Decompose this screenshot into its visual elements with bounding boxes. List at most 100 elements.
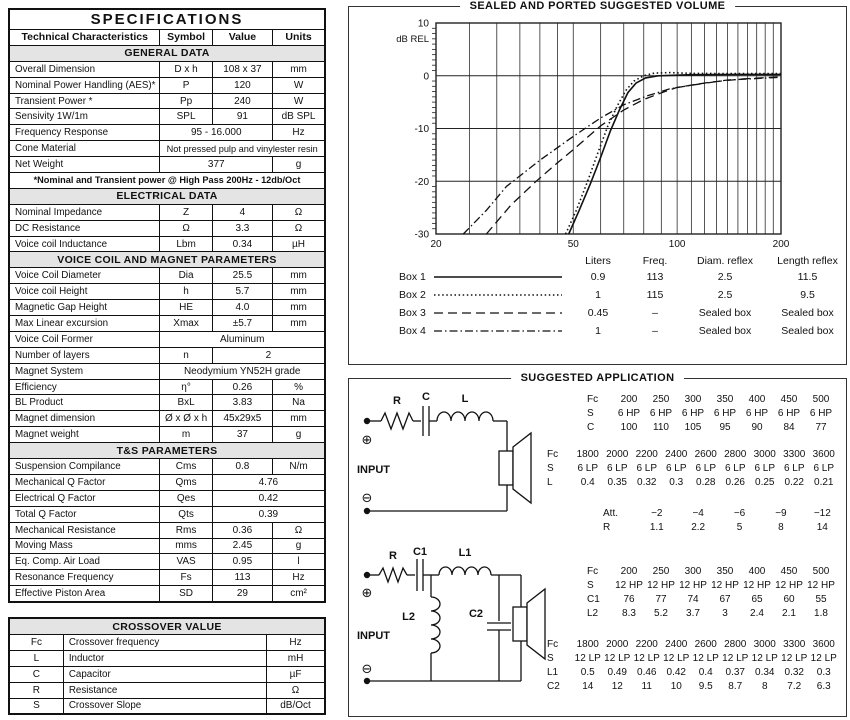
spec-cell: mm (272, 283, 326, 301)
spec-cell: 0.26 (211, 378, 274, 396)
spec-cell: Voice Coil Former (8, 330, 161, 348)
spec-cell: dB/Oct (266, 697, 326, 715)
spec-cell: mH (266, 649, 326, 667)
freq-row-header: Fc (587, 566, 599, 577)
freq-cell: 300 (684, 394, 702, 405)
freq-cell: 250 (652, 566, 670, 577)
legend-value: 1 (595, 325, 601, 337)
freq-table-row: Att. −2 −4 −6 −9 −12 (603, 507, 843, 521)
minus-symbol: ⊖ (362, 490, 373, 505)
circuit-6db: R C L ⊕ ⊖ INPUT (357, 391, 532, 515)
series-box-2 (564, 71, 781, 235)
freq-cell: 2400 (665, 449, 688, 460)
inductor-icon (436, 411, 494, 422)
legend-header: Length reflex (777, 254, 838, 267)
freq-cell: 8 (778, 522, 784, 533)
legend-value: Sealed box (698, 307, 752, 319)
freq-cell: 2200 (635, 449, 658, 460)
minus-symbol: ⊖ (362, 661, 373, 676)
spec-cell: Magnet System (8, 362, 161, 380)
spec-cell: mm (272, 299, 326, 317)
column-header: Units (272, 29, 326, 46)
circuit-12db: R C1 L1 L2 C2 ⊕ ⊖ INPUT (357, 546, 546, 685)
spec-cell: Dia (159, 267, 213, 285)
spec-cell: Cone Material (8, 140, 161, 158)
specifications-table: SPECIFICATIONS Technical Characteristics S… (8, 8, 326, 604)
freq-row-header: L2 (587, 608, 599, 619)
freq-cell: 400 (748, 566, 766, 577)
freq-cell: 6 HP (777, 408, 801, 419)
x-tick-label: 20 (430, 239, 442, 250)
legend-series-name: Box 4 (399, 325, 426, 337)
freq-cell: 2600 (694, 639, 717, 650)
spec-cell: R (8, 681, 64, 699)
spec-cell: 377 (159, 156, 274, 174)
freq-cell: 2800 (724, 449, 747, 460)
legend-name-cell: Box 3 (349, 307, 567, 319)
series-box-3 (485, 76, 782, 235)
spec-cell: Efficiency (8, 378, 161, 396)
spec-cell: Magnet weight (8, 426, 161, 444)
freq-cell: 450 (780, 566, 798, 577)
spec-cell: L (8, 649, 64, 667)
spec-cell: 95 - 16.000 (159, 124, 274, 142)
freq-cell: 3 (722, 608, 728, 619)
x-tick-label: 100 (669, 239, 686, 250)
spec-cell: Hz (266, 633, 326, 651)
spec-cell: 45x29x5 (211, 410, 274, 428)
spec-cell: Electrical Q Factor (8, 489, 161, 507)
freq-cell: 3.7 (686, 608, 700, 619)
section-header: GENERAL DATA (8, 44, 326, 62)
spec-cell: Fc (8, 633, 64, 651)
spec-cell: Magnetic Gap Height (8, 299, 161, 317)
spec-cell: 120 (211, 76, 274, 94)
spec-cell: µF (266, 665, 326, 683)
left-column: SPECIFICATIONS Technical Characteristics S… (8, 8, 326, 716)
spec-cell: Net Weight (8, 156, 161, 174)
spec-cell: Magnet dimension (8, 410, 161, 428)
freq-cell: 0.34 (755, 667, 775, 678)
legend-value: 0.9 (590, 271, 606, 283)
spec-cell: Number of layers (8, 346, 161, 364)
spec-cell: Lbm (159, 235, 213, 253)
spec-cell: η° (159, 378, 213, 396)
c-label: C (422, 391, 430, 403)
spec-cell: 0.36 (211, 521, 274, 539)
freq-table-row: S 12 HP 12 HP 12 HP 12 HP 12 HP 12 HP 12 HP (587, 579, 843, 593)
hp12-table: Fc 200 250 300 350 400 450 500 S 12 HP 12 HP 12 HP 1… (587, 565, 843, 621)
spec-cell: Ω (159, 219, 213, 237)
freq-cell: 12 LP (781, 653, 808, 664)
freq-table-row: C2 14 12 11 10 9.5 8.7 8 7.2 6.3 (547, 680, 843, 694)
spec-cell: l (272, 553, 326, 571)
spec-cell: mm (272, 267, 326, 285)
column-header: Technical Characteristics (8, 29, 161, 46)
freq-cell: 2000 (606, 639, 629, 650)
freq-table-row: C1 76 77 74 67 65 60 55 (587, 593, 843, 607)
spec-cell: Crossover Slope (62, 697, 268, 715)
app-tables-6db: Fc 200 250 300 350 400 450 500 S 6 HP 6 HP 6 HP 6 HP… (547, 393, 843, 535)
spec-cell: 91 (211, 108, 274, 126)
freq-cell: 0.4 (580, 477, 595, 488)
freq-cell: 1800 (576, 639, 599, 650)
freq-row-header: L (547, 477, 553, 488)
freq-cell: 2600 (694, 449, 717, 460)
freq-cell: 110 (653, 422, 669, 433)
spec-cell: 0.95 (211, 553, 274, 571)
freq-cell: 0.3 (816, 667, 831, 678)
speaker-icon (512, 606, 528, 642)
legend-header-row: Liters Freq. Diam. reflex Length reflex (349, 253, 846, 268)
plus-symbol: ⊕ (362, 432, 373, 447)
spec-cell: Aluminum (159, 330, 326, 348)
resistor-icon (378, 566, 408, 584)
freq-cell: 0.25 (755, 477, 775, 488)
column-header: Value (211, 29, 274, 46)
freq-cell: 12 LP (722, 653, 749, 664)
freq-cell: 3300 (783, 639, 806, 650)
freq-row-header: C (587, 422, 595, 433)
freq-cell: 12 HP (775, 580, 803, 591)
l2-label: L2 (402, 611, 415, 623)
spec-cell: VAS (159, 553, 213, 571)
spec-cell: g (272, 537, 326, 555)
y-tick-label: -20 (415, 177, 430, 188)
freq-cell: 2.1 (782, 608, 796, 619)
